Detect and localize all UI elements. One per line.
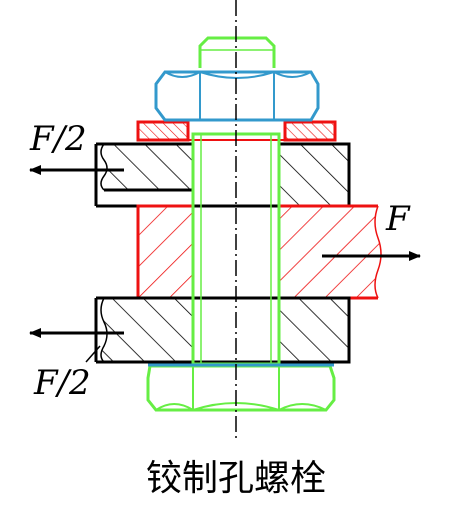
force-label-right: F — [385, 199, 411, 239]
bolt-thread-end-outline — [198, 36, 276, 68]
middle-plate — [136, 204, 382, 300]
bolt-head — [146, 363, 336, 412]
top-plate-left-break — [100, 143, 108, 191]
washer-left — [136, 120, 190, 142]
force-label-leader — [85, 345, 101, 363]
bottom-plate-right-section — [277, 296, 351, 364]
top-plate-left-section — [101, 144, 193, 190]
bolt-thread-end — [198, 36, 276, 68]
nut — [154, 70, 320, 122]
top-plate-right-section — [277, 142, 351, 208]
washers — [136, 120, 337, 142]
bottom-plate-left-section — [101, 298, 193, 362]
force-label-bottom-left: F/2 — [33, 363, 91, 403]
middle-plate-right-break — [374, 205, 382, 299]
nut-outline — [154, 70, 320, 122]
washer-right — [283, 120, 337, 142]
middle-plate-right-section — [279, 206, 381, 298]
nut-top-arcs — [164, 70, 312, 79]
top-plate — [94, 142, 351, 208]
force-arrows — [29, 165, 421, 338]
bottom-plate — [94, 296, 351, 364]
force-label-top-left: F/2 — [29, 119, 87, 159]
middle-plate-left-section — [136, 204, 195, 300]
diagram-caption: 铰制孔螺栓 — [146, 458, 326, 499]
